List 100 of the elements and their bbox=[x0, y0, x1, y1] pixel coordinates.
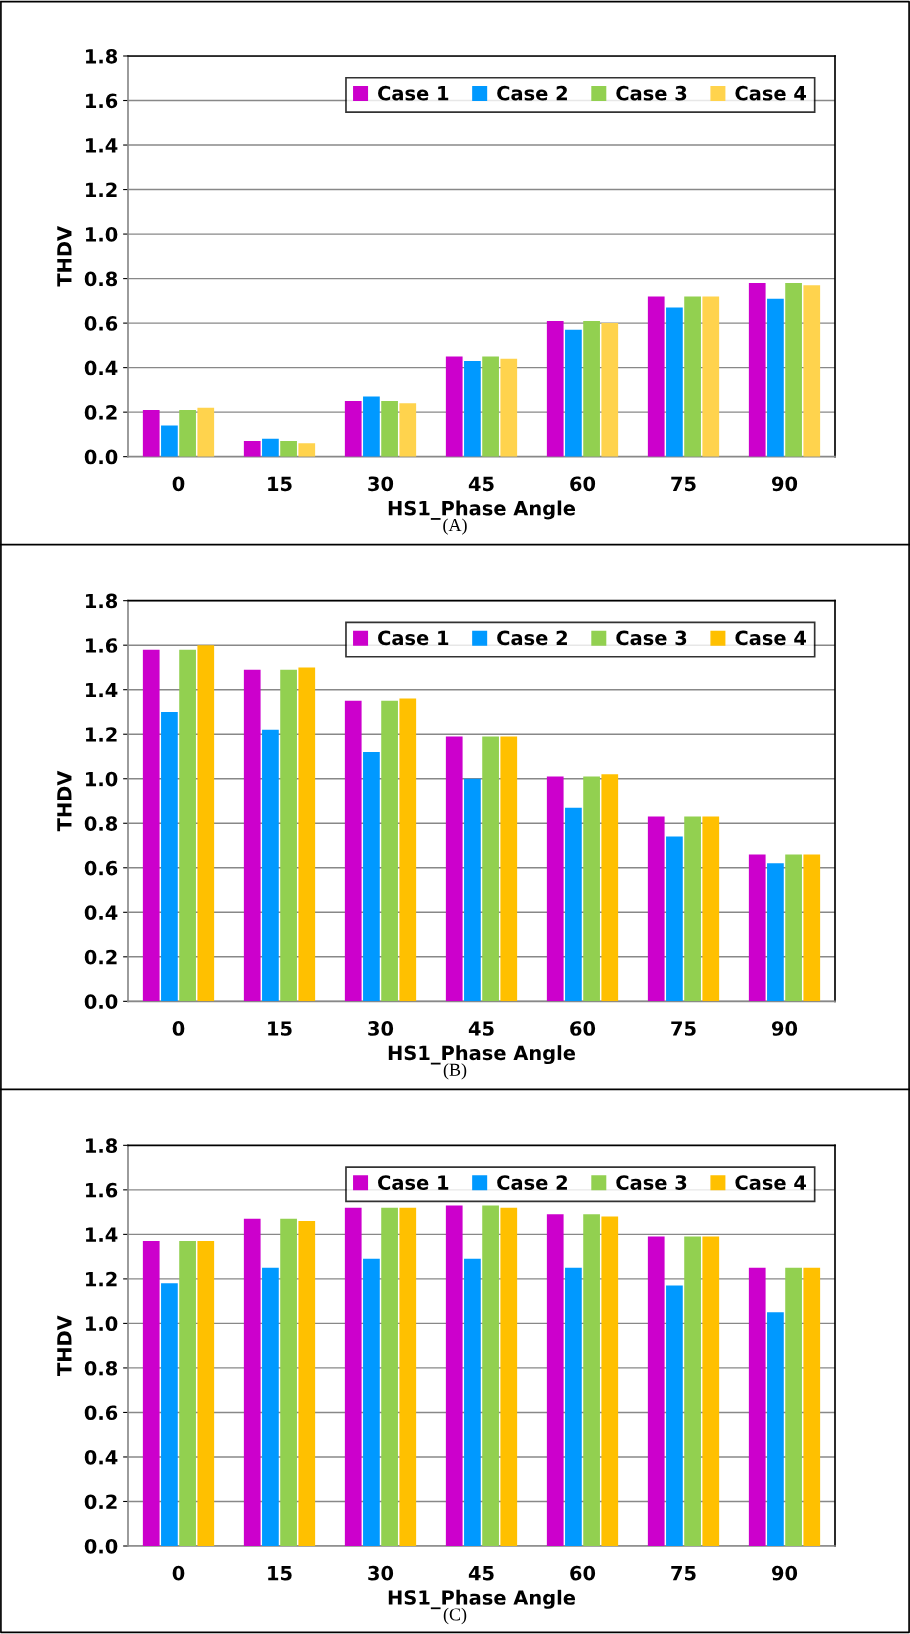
x-tick-label: 75 bbox=[671, 476, 696, 492]
bar bbox=[179, 649, 196, 1002]
bar bbox=[243, 1218, 261, 1546]
y-tick-label: 0.8 bbox=[84, 1360, 118, 1376]
bar bbox=[785, 854, 802, 1002]
bar bbox=[647, 296, 665, 457]
y-tick-label: 1.6 bbox=[86, 93, 118, 109]
legend-label: Case 4 bbox=[735, 1175, 806, 1190]
text: (B) bbox=[443, 1063, 467, 1080]
bar bbox=[482, 736, 499, 1002]
y-tick-label: 1.4 bbox=[86, 682, 118, 698]
y-tick-label: 1.8 bbox=[86, 593, 118, 609]
legend-label: Case 2 bbox=[497, 1175, 567, 1190]
bar bbox=[243, 669, 261, 1002]
y-tick-label: 0.2 bbox=[84, 1494, 117, 1510]
bar bbox=[500, 358, 518, 457]
x-axis-title: HS1_Phase Angle bbox=[388, 1045, 576, 1065]
bar bbox=[280, 441, 297, 457]
y-axis-title: THDV bbox=[57, 226, 72, 287]
bar bbox=[197, 645, 215, 1002]
legend-label: Case 4 bbox=[735, 630, 806, 646]
bar bbox=[399, 403, 417, 457]
bar bbox=[546, 320, 564, 457]
x-tick-label: 60 bbox=[570, 1021, 596, 1036]
x-tick-label: 60 bbox=[570, 476, 596, 492]
text: (C) bbox=[443, 1607, 467, 1625]
bar bbox=[381, 1207, 398, 1546]
y-tick-label: 1.0 bbox=[86, 771, 118, 787]
bar bbox=[399, 1207, 417, 1546]
bar bbox=[161, 1283, 178, 1546]
bar bbox=[684, 296, 701, 457]
bar bbox=[381, 401, 398, 457]
x-tick-label: 30 bbox=[368, 476, 394, 492]
legend-label: Case 3 bbox=[616, 630, 687, 646]
bar bbox=[280, 1218, 297, 1546]
bar bbox=[482, 1205, 499, 1546]
bar bbox=[583, 320, 600, 457]
bar bbox=[464, 360, 481, 457]
y-axis-title: THDV bbox=[57, 770, 72, 832]
x-tick-label: 0 bbox=[172, 1021, 185, 1036]
x-tick-label: 60 bbox=[570, 1565, 596, 1581]
y-tick-label: 0.6 bbox=[84, 316, 118, 331]
x-tick-label: 75 bbox=[671, 1021, 696, 1036]
y-axis-title: THDV bbox=[57, 1315, 72, 1376]
x-tick-label: 15 bbox=[268, 1566, 292, 1581]
x-tick-label: 90 bbox=[771, 1565, 798, 1581]
y-tick-label: 1.0 bbox=[86, 1316, 118, 1332]
x-axis-title: HS1_Phase Angle bbox=[388, 1589, 576, 1610]
y-tick-label: 0.2 bbox=[84, 949, 117, 965]
y-tick-label: 0.8 bbox=[84, 271, 118, 287]
legend-label: Case 3 bbox=[616, 1175, 687, 1190]
legend-label: Case 1 bbox=[378, 1175, 449, 1190]
y-tick-label: 0.6 bbox=[84, 1405, 118, 1421]
bar bbox=[647, 1236, 665, 1546]
bar bbox=[243, 441, 261, 457]
bar bbox=[344, 401, 362, 457]
bar bbox=[363, 1258, 380, 1546]
x-axis-title: HS1_Phase Angle bbox=[388, 500, 576, 520]
bar bbox=[601, 774, 619, 1002]
bar bbox=[767, 1312, 784, 1546]
bar bbox=[785, 283, 802, 457]
bar bbox=[445, 356, 463, 457]
bar bbox=[262, 1267, 279, 1546]
bar bbox=[298, 1221, 316, 1546]
bar bbox=[464, 1258, 481, 1546]
y-tick-label: 0.8 bbox=[84, 816, 118, 831]
bar bbox=[298, 667, 316, 1002]
bar bbox=[748, 854, 766, 1002]
y-tick-label: 1.4 bbox=[86, 138, 118, 153]
legend-label: Case 1 bbox=[378, 630, 449, 646]
y-tick-label: 1.6 bbox=[86, 638, 118, 653]
bar bbox=[399, 698, 417, 1002]
x-tick-label: 75 bbox=[671, 1566, 696, 1581]
bar bbox=[482, 356, 499, 457]
bar bbox=[565, 807, 582, 1002]
bar bbox=[684, 1236, 701, 1546]
bar bbox=[666, 307, 683, 457]
bar bbox=[445, 736, 463, 1002]
x-tick-label: 15 bbox=[268, 476, 292, 492]
bar bbox=[601, 1216, 619, 1546]
bar bbox=[748, 283, 766, 457]
bar bbox=[666, 1285, 683, 1546]
y-tick-label: 0.0 bbox=[84, 449, 118, 465]
y-tick-label: 0.6 bbox=[84, 860, 118, 876]
x-tick-label: 0 bbox=[172, 476, 185, 492]
bar bbox=[601, 323, 619, 457]
bar bbox=[298, 443, 316, 457]
bar bbox=[179, 1241, 196, 1546]
y-tick-label: 1.0 bbox=[86, 227, 118, 242]
bar bbox=[363, 396, 380, 457]
bar bbox=[197, 1241, 215, 1546]
bar bbox=[262, 438, 279, 457]
x-tick-label: 45 bbox=[468, 1566, 494, 1581]
y-tick-label: 0.0 bbox=[84, 1538, 118, 1554]
legend-label: Case 2 bbox=[497, 85, 567, 101]
x-tick-label: 90 bbox=[771, 1021, 798, 1036]
y-tick-label: 0.2 bbox=[84, 405, 117, 420]
bar bbox=[262, 729, 279, 1002]
bar bbox=[767, 298, 784, 457]
x-tick-label: 90 bbox=[771, 476, 798, 492]
